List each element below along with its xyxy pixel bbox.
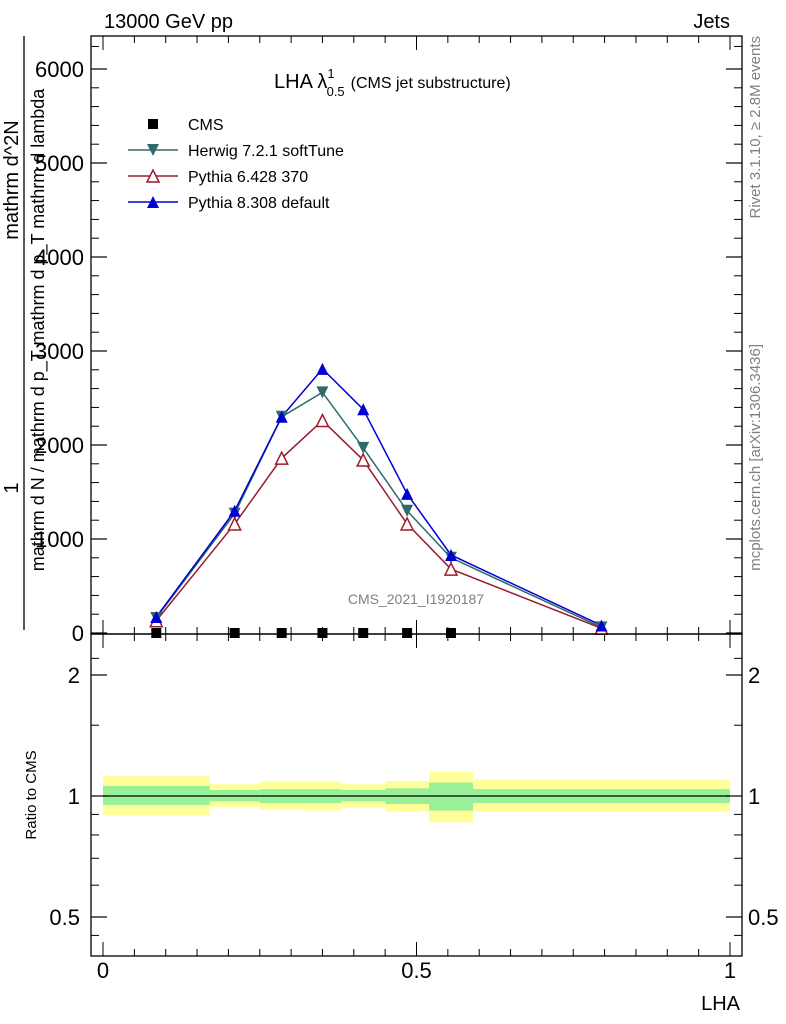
pythia8-marker	[401, 487, 414, 500]
ylabel-top: mathrm d^2N	[1, 120, 23, 239]
series-line-3	[155, 367, 602, 627]
legend-label: Herwig 7.2.1 softTune	[188, 143, 344, 160]
xtick-label: 0	[97, 958, 109, 983]
pythia6-marker	[227, 516, 242, 531]
pythia8-marker	[444, 548, 457, 561]
pythia8-marker	[228, 504, 241, 517]
cms-data-point	[151, 628, 162, 638]
xlabel: LHA	[701, 993, 741, 1015]
watermark: CMS_2021_I1920187	[348, 591, 484, 607]
pythia8-marker	[595, 619, 608, 632]
pythia8-marker	[147, 196, 159, 208]
pythia8-marker	[275, 410, 288, 423]
main-ytick-label: 2000	[35, 433, 84, 458]
main-axis-ticks: 0 1000 2000 3000 4000 5000 6000	[35, 36, 742, 646]
series-line-1	[155, 391, 602, 629]
title-sub: 0.5	[327, 84, 345, 99]
title-main: LHA λ	[274, 71, 327, 93]
legend-label: Pythia 8.308 default	[188, 195, 330, 212]
cms-data-point	[229, 628, 240, 638]
main-ytick-label: 5000	[35, 151, 84, 176]
ratio-ytick-label-right: 2	[748, 663, 760, 688]
ratio-bands	[103, 771, 730, 823]
header-left: 13000 GeV pp	[104, 11, 233, 33]
pythia8-marker	[316, 362, 329, 375]
main-ytick-label: 3000	[35, 339, 84, 364]
mcplots-label: mcplots.cern.ch [arXiv:1306.3436]	[747, 344, 764, 571]
legend-label: CMS	[188, 117, 224, 134]
main-title: LHA λ1 0.5 (CMS jet substructure)	[274, 66, 511, 99]
cms-data-point	[402, 628, 413, 638]
main-ytick-label: 6000	[35, 57, 84, 82]
pythia8-marker	[357, 403, 370, 416]
pythia6-marker	[315, 412, 330, 428]
herwig-marker	[401, 504, 414, 517]
herwig-marker	[357, 441, 370, 454]
legend: CMS Herwig 7.2.1 softTune Pythia 6.428 370…	[128, 117, 344, 212]
pythia6-marker	[145, 168, 161, 183]
ratio-ytick-label-right: 1	[748, 784, 760, 809]
pythia8-marker	[150, 611, 163, 624]
main-ytick-label: 0	[72, 621, 84, 646]
title-sup: 1	[327, 66, 334, 81]
cms-data-point	[148, 119, 158, 129]
cms-data-point	[276, 628, 287, 638]
ratio-ytick-label-right: 0.5	[748, 905, 779, 930]
title-suffix: (CMS jet substructure)	[351, 75, 511, 92]
main-ytick-label: 4000	[35, 245, 84, 270]
pythia6-marker	[274, 450, 289, 465]
ratio-ytick-label-left: 2	[68, 663, 80, 688]
pythia6-marker	[399, 516, 415, 531]
legend-label: Pythia 6.428 370	[188, 169, 308, 186]
ratio-ytick-label-left: 1	[68, 784, 80, 809]
series-line-2	[155, 419, 602, 629]
rivet-label: Rivet 3.1.10, ≥ 2.8M events	[747, 36, 764, 219]
herwig-marker	[147, 144, 159, 156]
ratio-axis-ticks: 0.5 0.5 1 1 2 2 0 0.5 1	[49, 634, 779, 983]
herwig-marker	[316, 386, 329, 399]
cms-data-point	[317, 628, 328, 638]
ylabel-numerator: 1	[1, 482, 23, 493]
ylabel-denominator: mathrm d N / mathrm d p_T mathrm d p_T m…	[28, 88, 49, 571]
pythia6-marker	[355, 452, 371, 467]
ratio-ylabel: Ratio to CMS	[23, 750, 40, 839]
main-series	[149, 362, 609, 638]
main-ytick-label: 1000	[35, 527, 84, 552]
cms-data-point	[445, 628, 456, 638]
cms-data-point	[358, 628, 369, 638]
xtick-label: 1	[724, 958, 736, 983]
xtick-label: 0.5	[401, 958, 432, 983]
header-right: Jets	[693, 11, 730, 33]
pythia6-marker	[443, 561, 459, 576]
ratio-ytick-label-left: 0.5	[49, 905, 80, 930]
